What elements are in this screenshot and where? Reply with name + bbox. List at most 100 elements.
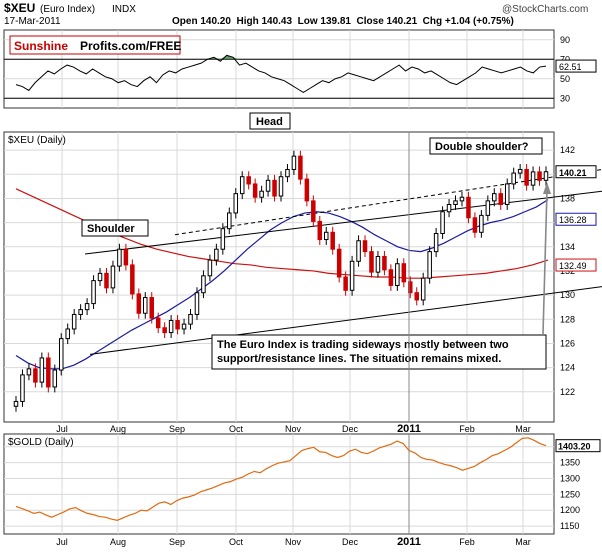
candle-body xyxy=(530,171,536,186)
candle-body xyxy=(246,176,251,185)
rsi-tick-label: 70 xyxy=(560,54,570,64)
candle-body xyxy=(58,338,64,371)
candle-body xyxy=(420,277,426,301)
candle-body xyxy=(517,168,523,174)
candle-body xyxy=(356,240,361,262)
euro-month-label: 2011 xyxy=(397,423,421,435)
candle-body xyxy=(239,176,245,195)
candle-body xyxy=(97,272,103,282)
gold-month-label: Jul xyxy=(56,537,68,547)
ma-long-value-box xyxy=(555,258,597,272)
candle-body xyxy=(33,368,38,383)
candle-body xyxy=(375,255,381,273)
commentary-pointer-head xyxy=(543,182,551,194)
gold-tick-label: 1250 xyxy=(560,489,580,499)
euro-month-label: Dec xyxy=(342,424,359,434)
candle-body xyxy=(78,309,83,315)
candle-body xyxy=(323,231,329,241)
shoulder-label: Shoulder xyxy=(87,223,135,235)
candle-body xyxy=(259,190,264,198)
candle-body xyxy=(13,400,19,407)
current-price-label: 140.21 xyxy=(559,168,587,178)
current-price-label-box xyxy=(555,165,597,179)
candle-body xyxy=(298,155,303,180)
candle-body xyxy=(401,263,407,283)
candle-body xyxy=(39,357,45,383)
candle-body xyxy=(155,317,161,329)
candle-body xyxy=(149,297,154,319)
ma-long-value: 132.49 xyxy=(559,261,587,271)
candle-body xyxy=(143,297,148,314)
euro-tick-label: 138 xyxy=(560,193,575,203)
euro-month-label: Jul xyxy=(56,424,68,434)
candle-body xyxy=(278,176,284,197)
candle-body xyxy=(330,231,335,250)
gold-line xyxy=(15,437,547,521)
rsi-current-value: 62.51 xyxy=(559,62,582,72)
upper-trendline xyxy=(84,190,602,255)
candle-body xyxy=(71,313,77,330)
candle-body xyxy=(175,320,180,330)
candle-body xyxy=(395,263,400,286)
candle-body xyxy=(162,327,167,334)
euro-tick-label: 122 xyxy=(560,387,575,397)
gold-month-label: Oct xyxy=(229,537,244,547)
candle-body xyxy=(91,280,96,305)
candle-body xyxy=(130,264,135,295)
candle-body xyxy=(362,240,368,253)
candle-body xyxy=(427,251,432,279)
double-shoulder-label-box xyxy=(429,137,543,155)
candle-body xyxy=(214,248,219,261)
gold-tick-label: 1300 xyxy=(560,473,580,483)
gold-month-label: Feb xyxy=(459,537,475,547)
gold-month-label: Sep xyxy=(169,537,185,547)
candle-body xyxy=(382,255,387,271)
rsi-tick-label: 50 xyxy=(560,74,570,84)
candle-body xyxy=(472,217,478,233)
candle-body xyxy=(433,233,439,253)
gold-value-box xyxy=(555,439,601,453)
candle-body xyxy=(349,260,355,291)
candle-body xyxy=(479,214,484,233)
euro-month-label: Nov xyxy=(285,424,302,434)
candle-body xyxy=(511,172,516,185)
brand-box xyxy=(9,35,181,55)
gold-month-label: Nov xyxy=(285,537,302,547)
exchange-label: INDX xyxy=(112,4,136,15)
commentary-pointer xyxy=(542,189,548,335)
candle-body xyxy=(466,196,471,219)
candle-body xyxy=(181,323,187,330)
euro-month-label: Oct xyxy=(229,424,244,434)
euro-panel-frame xyxy=(3,131,555,423)
ma-short-value: 136.28 xyxy=(559,215,587,225)
rsi-value-box xyxy=(555,59,597,73)
candle-body xyxy=(414,292,419,301)
ma-short-line xyxy=(15,199,549,370)
euro-month-label: Aug xyxy=(110,424,126,434)
symbol-label: $XEU xyxy=(4,1,35,15)
double-shoulder-label: Double shoulder? xyxy=(435,141,529,153)
candle-body xyxy=(388,269,394,286)
candle-body xyxy=(65,328,70,340)
candle-body xyxy=(291,155,297,170)
gold-tick-label: 1200 xyxy=(560,505,580,515)
candle-body xyxy=(52,369,58,388)
candle-body xyxy=(492,193,497,202)
gold-panel-frame xyxy=(3,433,555,535)
candle-body xyxy=(207,259,213,277)
candle-body xyxy=(369,251,374,273)
shoulder-label-box xyxy=(81,219,149,237)
candle-body xyxy=(233,193,239,214)
candle-body xyxy=(446,204,452,213)
candle-body xyxy=(194,292,200,315)
candle-body xyxy=(20,374,25,402)
rsi-tick-label: 90 xyxy=(560,35,570,45)
head-label: Head xyxy=(256,116,283,128)
candle-body xyxy=(136,293,142,314)
candle-body xyxy=(252,183,258,198)
candle-body xyxy=(459,196,465,202)
commentary-text: The Euro Index is trading sideways mostl… xyxy=(217,339,509,365)
date-label: 17-Mar-2011 xyxy=(4,16,61,27)
candle-body xyxy=(117,248,122,267)
lower-trendline xyxy=(89,286,602,355)
